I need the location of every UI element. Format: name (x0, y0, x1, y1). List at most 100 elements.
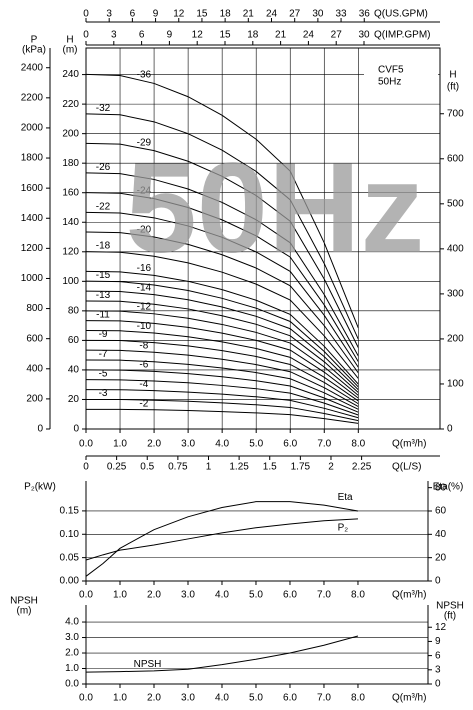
y-tick-label: 40 (68, 365, 80, 376)
y-tick-label: 100 (447, 379, 464, 390)
curve (85, 300, 359, 393)
y-tick-label: 300 (447, 289, 464, 300)
curve (85, 359, 359, 410)
x-tick-label: 0.25 (107, 462, 127, 473)
y-tick-label: 120 (62, 246, 79, 257)
y-tick-label: 100 (62, 276, 79, 287)
curve-label: -32 (96, 103, 111, 114)
x-tick-label: 15 (219, 30, 231, 41)
x-tick-label: 4.0 (215, 590, 229, 601)
x-tick-label: 12 (173, 9, 185, 20)
curve (86, 408, 359, 424)
curve-label: -26 (96, 162, 111, 173)
y-tick-label: 700 (447, 108, 464, 119)
y-tick-label: 0 (435, 576, 441, 587)
x-tick-label: 8.0 (351, 693, 365, 704)
x-tick-label: 1.75 (291, 462, 311, 473)
curve (85, 339, 359, 405)
curve-label: -4 (139, 379, 148, 390)
y-tick-label: 600 (26, 333, 43, 344)
x-tick-label: 5.0 (249, 590, 263, 601)
x-tick-label: 24 (303, 30, 315, 41)
x-axis-label: Q(m³/h) (392, 693, 426, 704)
y-tick-label: 500 (447, 198, 464, 209)
curve (85, 501, 359, 577)
x-tick-label: 0 (83, 9, 89, 20)
x-tick-label: 2.0 (147, 439, 161, 450)
y-tick-label: 3 (435, 664, 441, 675)
curve (85, 270, 359, 385)
x-tick-label: 7.0 (317, 439, 331, 450)
x-tick-label: 0.0 (79, 439, 93, 450)
y-tick-label: 1200 (21, 243, 44, 254)
x-tick-label: 5.0 (249, 693, 263, 704)
x-tick-label: 7.0 (317, 693, 331, 704)
x-tick-label: 4.0 (215, 693, 229, 704)
y-tick-label: 4.0 (65, 617, 79, 628)
x-tick-label: 0 (83, 30, 89, 41)
x-tick-label: 36 (359, 9, 371, 20)
y-tick-label: 2.0 (65, 648, 79, 659)
y-tick-label: 60 (435, 506, 447, 517)
x-tick-label: 21 (275, 30, 287, 41)
curve-label: -3 (99, 388, 108, 399)
x-tick-label: 2.25 (352, 462, 372, 473)
y-tick-label: 2200 (21, 92, 44, 103)
x-tick-label: 9 (153, 9, 159, 20)
curve (85, 113, 359, 340)
y2-axis-label: NPSH (436, 601, 464, 612)
y-axis-unit: (m) (63, 45, 78, 56)
y-axis-unit: (m) (17, 606, 32, 617)
curve (85, 518, 358, 561)
y-tick-label: 3.0 (65, 632, 79, 643)
x-tick-label: 6.0 (283, 590, 297, 601)
y-tick-label: 180 (62, 158, 79, 169)
y-tick-label: 40 (435, 529, 447, 540)
x-axis-label: Q(m³/h) (392, 590, 426, 601)
y-tick-label: 1600 (21, 183, 44, 194)
y-tick-label: 0.10 (60, 529, 80, 540)
x-tick-label: 8.0 (351, 439, 365, 450)
y-tick-label: 0.0 (65, 679, 79, 690)
x-tick-label: 6.0 (283, 439, 297, 450)
y-tick-label: 60 (68, 335, 80, 346)
curve-label: -11 (96, 309, 110, 320)
top-axis-label: Q(US.GPM) (374, 9, 428, 20)
x-tick-label: 3.0 (181, 590, 195, 601)
x-axis-label: Q(m³/h) (392, 439, 426, 450)
x-tick-label: 3.0 (181, 439, 195, 450)
curve-label: -14 (137, 282, 152, 293)
x-tick-label: 12 (192, 30, 204, 41)
y-tick-label: 80 (68, 306, 80, 317)
x-tick-label: 15 (196, 9, 208, 20)
x-tick-label: 1.0 (113, 693, 127, 704)
curve-label: -24 (137, 186, 152, 197)
x-tick-label: 33 (336, 9, 348, 20)
x-tick-label: 2.0 (147, 693, 161, 704)
x-tick-label: 3 (106, 9, 112, 20)
y-tick-label: 1.0 (65, 663, 79, 674)
curve-label: -13 (96, 290, 111, 301)
x-tick-label: 1.0 (113, 439, 127, 450)
curve-label: -10 (137, 321, 152, 332)
y-tick-label: 0 (73, 424, 79, 435)
curve (85, 330, 359, 402)
x-tick-label: 1 (206, 462, 212, 473)
curve (85, 389, 359, 419)
x-tick-label: 1.25 (229, 462, 249, 473)
y-tick-label: 220 (62, 99, 79, 110)
x-tick-label: 6.0 (283, 693, 297, 704)
curve-label: -9 (99, 329, 108, 340)
x-tick-label: 3.0 (181, 693, 195, 704)
y-tick-label: 1000 (21, 273, 44, 284)
y-tick-label: 1400 (21, 213, 44, 224)
curve-label: -15 (96, 270, 111, 281)
y-tick-label: 140 (62, 217, 79, 228)
curve-label: -5 (99, 368, 108, 379)
y-tick-label: 0 (435, 679, 441, 690)
model-label: CVF5 (378, 65, 404, 76)
x-tick-label: 0.75 (168, 462, 188, 473)
x-tick-label: 18 (220, 9, 232, 20)
curve (85, 231, 359, 374)
curve (86, 398, 359, 422)
